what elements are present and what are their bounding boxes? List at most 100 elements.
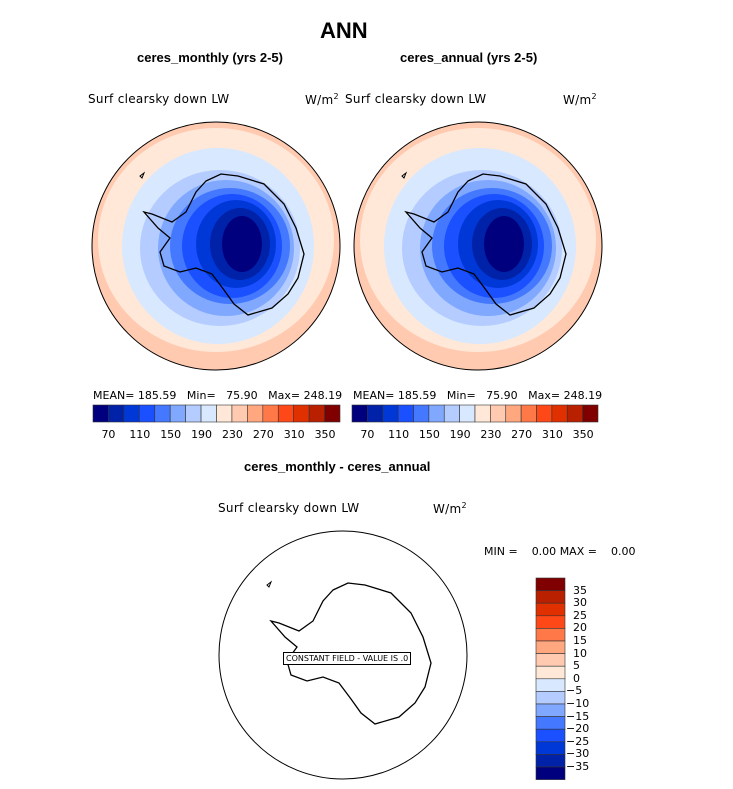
diff-colorbar-box xyxy=(535,728,566,743)
diff-colorbar-tick-label: −30 xyxy=(566,747,590,761)
colorbar-monthly-box xyxy=(231,404,248,423)
colorbar-annual-box xyxy=(551,404,568,423)
map-border xyxy=(353,121,603,371)
mean-label: MEAN= xyxy=(93,389,135,402)
colorbar-monthly-box xyxy=(200,404,217,423)
colorbar-tick-label: 270 xyxy=(252,428,274,441)
diff-title: ceres_monthly - ceres_annual xyxy=(244,459,431,474)
diff-colorbar-tick-label: 0 xyxy=(573,671,580,685)
diff-colorbar-tick-label: −35 xyxy=(566,760,590,773)
colorbar-monthly-box xyxy=(169,404,186,423)
island-outline xyxy=(401,171,408,179)
colorbar-annual-box xyxy=(474,404,491,423)
colorbar-annual-box xyxy=(566,404,583,423)
colorbar-tick-label: 350 xyxy=(572,428,594,441)
colorbar-monthly-box xyxy=(324,404,341,423)
diff-colorbar-box xyxy=(535,703,566,717)
colorbar-monthly-box xyxy=(154,404,171,423)
min-value: 0.00 xyxy=(531,545,557,558)
colorbar-monthly-box xyxy=(247,404,264,423)
coastline xyxy=(269,582,432,725)
contour-band xyxy=(222,216,262,272)
colorbar-tick-label: 70 xyxy=(360,428,375,441)
map-border xyxy=(91,121,341,371)
diff-colorbar-tick-label: −15 xyxy=(566,709,590,723)
colorbar-tick-label: 190 xyxy=(449,428,471,441)
colorbar-annual-box xyxy=(382,404,399,423)
main-title: ANN xyxy=(320,18,368,43)
diff-colorbar-box xyxy=(535,691,566,705)
colorbar-tick-label: 70 xyxy=(101,428,116,441)
diff-colorbar-box xyxy=(535,766,566,780)
variable-label-monthly: Surf clearsky down LW xyxy=(88,92,230,106)
stats-annual: MEAN= 185.59 Min= 75.90 Max= 248.19 xyxy=(353,389,602,402)
diff-colorbar-tick-label: −10 xyxy=(566,697,590,710)
colorbar-monthly-box xyxy=(262,404,279,423)
colorbar-monthly-box xyxy=(108,404,125,423)
diff-colorbar-box xyxy=(535,665,566,680)
max-value: 248.19 xyxy=(563,389,603,402)
max-value: 248.19 xyxy=(303,389,343,402)
diff-colorbar-box xyxy=(535,716,566,730)
diff-units-label: W/m2 xyxy=(433,501,467,516)
colorbar-annual-box xyxy=(428,404,445,423)
diff-colorbar-tick-label: 30 xyxy=(573,596,587,610)
diff-colorbar-box xyxy=(535,602,566,617)
polar-map-annual xyxy=(353,121,603,371)
units-text: W/m xyxy=(305,93,334,107)
min-label: Min= xyxy=(186,389,216,402)
units-sup: 2 xyxy=(591,92,597,101)
colorbar-monthly-box xyxy=(308,404,325,423)
diff-colorbar-tick-label: −25 xyxy=(566,734,590,748)
polar-map-monthly xyxy=(91,121,341,371)
map-border xyxy=(218,530,468,780)
island-outline xyxy=(266,580,273,588)
units-text: W/m xyxy=(433,502,462,516)
diff-colorbar-box xyxy=(535,678,566,692)
diff-colorbar-tick-label: −20 xyxy=(566,722,590,736)
diff-colorbar-box xyxy=(535,741,566,755)
colorbar-monthly-box xyxy=(277,404,294,423)
island-outline xyxy=(139,171,146,179)
colorbar-annual-box xyxy=(367,404,384,423)
colorbar-tick-label: 230 xyxy=(480,428,502,441)
colorbar-monthly-box xyxy=(293,404,310,423)
colorbar-tick-label: 110 xyxy=(388,428,410,441)
colorbar-tick-label: 310 xyxy=(283,428,305,441)
diff-colorbar-box xyxy=(535,590,566,604)
colorbar-annual-box xyxy=(351,404,368,423)
max-label: Max= xyxy=(528,389,561,402)
colorbar-annual-box xyxy=(505,404,522,423)
min-value: 75.90 xyxy=(226,389,258,402)
colorbar-annual-box xyxy=(490,404,507,423)
units-sup: 2 xyxy=(333,92,339,101)
colorbar-tick-label: 350 xyxy=(314,428,336,441)
max-value: 0.00 xyxy=(610,545,636,558)
units-sup: 2 xyxy=(461,501,467,510)
diff-colorbar-tick-label: 5 xyxy=(573,659,580,673)
diff-variable-label: Surf clearsky down LW xyxy=(218,501,360,515)
colorbar-annual-box xyxy=(397,404,414,423)
colorbar-annual-box xyxy=(443,404,460,423)
diff-colorbar-box xyxy=(535,653,566,667)
units-label-monthly: W/m2 xyxy=(305,92,339,107)
colorbar-monthly-box xyxy=(123,404,140,423)
min-label: Min= xyxy=(446,389,476,402)
diff-colorbar-box xyxy=(535,577,566,591)
colorbar-annual-box xyxy=(520,404,537,423)
colorbar-annual-box xyxy=(413,404,430,423)
mean-label: MEAN= xyxy=(353,389,395,402)
diff-colorbar-tick-label: 15 xyxy=(573,634,587,647)
mean-value: 185.59 xyxy=(137,389,177,402)
min-label: MIN = xyxy=(484,545,518,558)
colorbar-tick-label: 150 xyxy=(160,428,182,441)
diff-colorbar-tick-label: −5 xyxy=(566,684,583,698)
diff-colorbar-tick-label: 35 xyxy=(573,583,587,597)
panel-title-monthly: ceres_monthly (yrs 2-5) xyxy=(137,50,283,65)
colorbar-monthly-box xyxy=(92,404,109,423)
colorbar-tick-label: 110 xyxy=(129,428,151,441)
colorbar-tick-label: 270 xyxy=(511,428,533,441)
colorbar-annual-box xyxy=(459,404,476,423)
